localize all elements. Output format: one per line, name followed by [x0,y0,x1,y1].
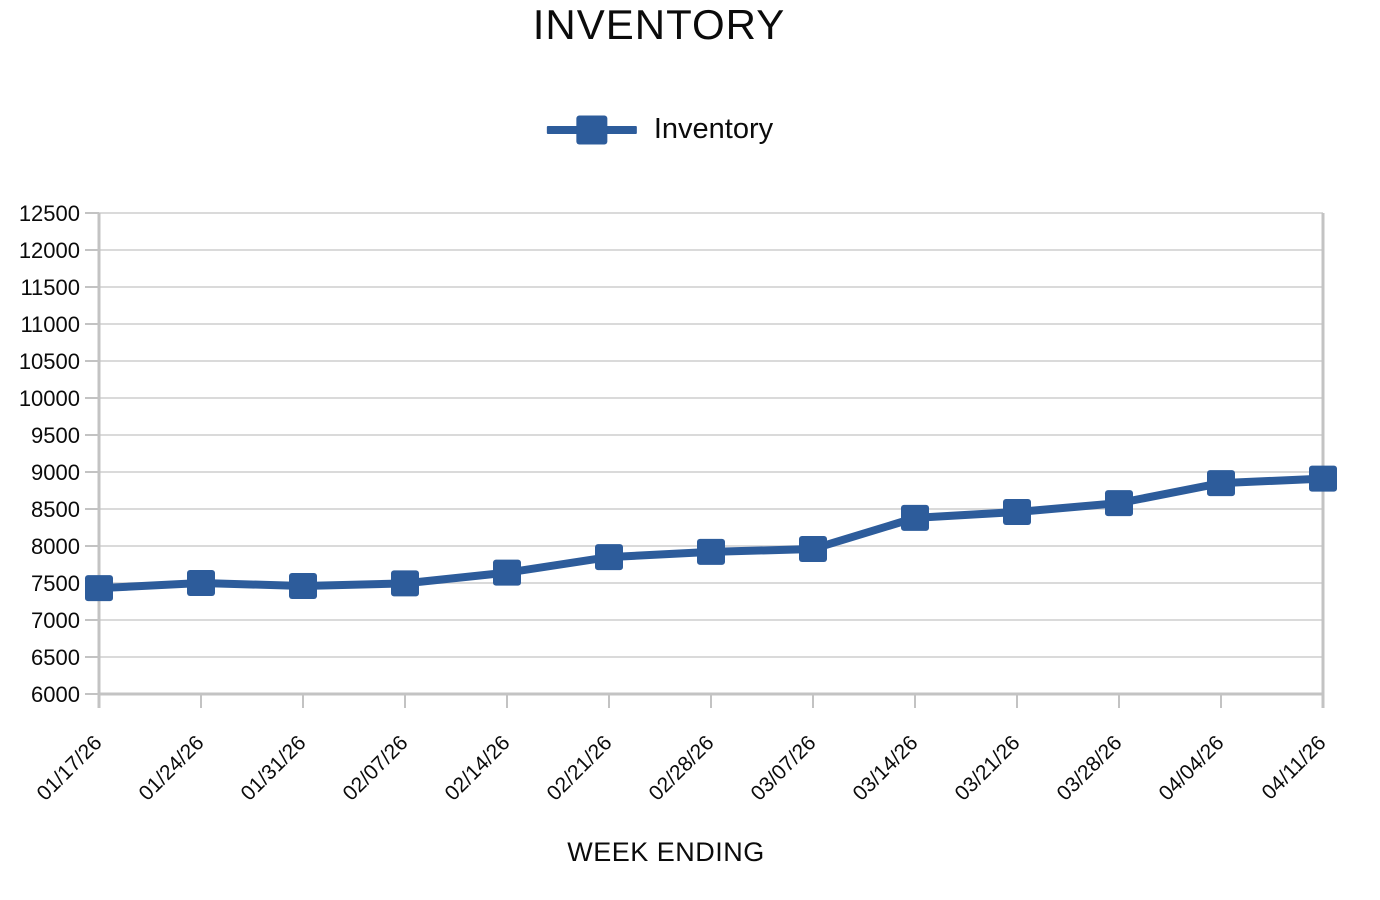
y-tick-label: 10000 [19,386,80,411]
y-tick-label: 9000 [31,460,80,485]
x-tick-label: 04/11/26 [1258,731,1331,804]
y-tick-label: 10500 [19,349,80,374]
x-tick-label: 03/28/26 [1052,731,1126,805]
x-tick-marks [98,694,1324,708]
x-tick-label: 02/21/26 [542,731,616,805]
x-tick-label: 01/24/26 [134,731,208,805]
y-tick-label: 12500 [19,201,80,226]
x-tick-label: 02/14/26 [440,731,514,805]
x-axis-title: WEEK ENDING [567,837,765,867]
y-gridlines [99,212,1323,696]
data-point-marker [595,544,623,571]
y-tick-label: 6500 [31,645,80,670]
y-tick-label: 6000 [31,682,80,707]
data-point-marker [391,570,419,597]
y-tick-marks [85,212,99,695]
legend-label: Inventory [653,113,774,145]
y-tick-label: 9500 [31,423,80,448]
data-point-marker [1207,470,1235,497]
x-tick-label: 03/07/26 [746,731,820,805]
y-tick-label: 11500 [20,275,80,300]
data-point-marker [901,504,929,531]
data-point-marker [85,575,113,602]
data-point-markers [85,465,1337,602]
data-point-marker [697,538,725,565]
data-point-marker [289,572,317,599]
data-point-marker [1309,465,1337,492]
data-point-marker [493,559,521,586]
x-tick-label: 02/28/26 [644,731,718,805]
x-tick-label: 01/31/26 [236,731,310,805]
y-tick-label: 12000 [19,238,80,263]
legend: Inventory [546,113,774,146]
legend-line-square-icon [546,115,637,145]
y-tick-label: 8500 [31,497,80,522]
x-tick-label: 03/14/26 [848,731,922,805]
series-line [98,474,1324,593]
x-tick-labels: 01/17/26 01/24/26 01/31/26 02/07/26 02/14/26… [32,731,1330,805]
y-tick-label: 7500 [31,571,80,596]
x-tick-label: 04/04/26 [1154,731,1228,805]
data-point-marker [799,535,827,562]
y-tick-label: 7000 [31,608,80,633]
axis-lines [97,213,1325,708]
legend-square-marker-icon [576,115,608,144]
x-tick-label: 01/17/26 [32,731,106,805]
y-tick-label: 8000 [31,534,80,559]
data-point-marker [187,570,215,596]
y-tick-label: 11000 [20,312,80,337]
data-point-marker [1003,498,1031,525]
x-tick-label: 02/07/26 [338,731,412,805]
data-point-marker [1105,490,1133,517]
x-tick-label: 03/21/26 [950,731,1024,805]
chart-title: INVENTORY [532,1,786,48]
y-tick-labels: 6000 6500 7000 7500 8000 8500 9000 9500 10000 105… [19,201,80,707]
